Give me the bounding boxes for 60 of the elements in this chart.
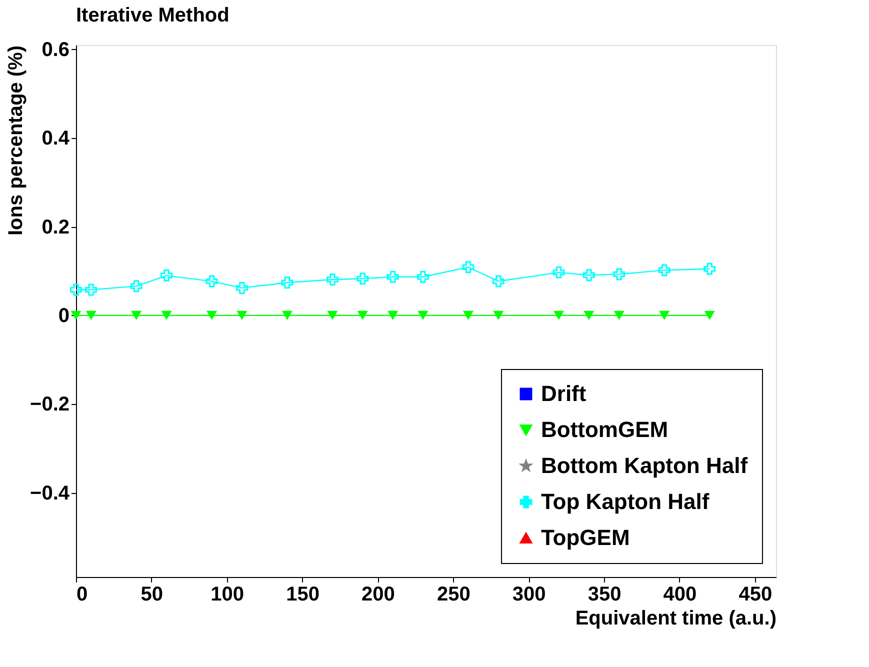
point [704, 310, 715, 320]
y-axis-title: Ions percentage (%) [5, 46, 28, 236]
x-tick-label: 200 [362, 584, 395, 606]
point [584, 310, 594, 320]
legend-label: Bottom Kapton Half [541, 453, 748, 478]
chart-title: Iterative Method [76, 4, 230, 26]
point [357, 310, 368, 320]
x-tick-label: 250 [436, 584, 470, 606]
point [704, 262, 716, 275]
point [614, 310, 624, 320]
point [386, 270, 399, 283]
x-tick-label: 50 [140, 584, 164, 606]
point [416, 270, 429, 283]
x-tick-label: 350 [588, 584, 622, 606]
point [206, 310, 218, 320]
x-tick-label: 150 [286, 584, 320, 606]
y-tick-label: −0.4 [30, 482, 70, 504]
point [492, 275, 504, 288]
point [236, 310, 248, 320]
point [131, 310, 142, 320]
point [418, 310, 428, 320]
y-tick-label: −0.2 [30, 394, 70, 416]
x-axis-title: Equivalent time (a.u.) [575, 608, 776, 630]
x-tick-label: 100 [210, 584, 244, 606]
point [160, 270, 173, 282]
point [85, 284, 98, 296]
point [86, 310, 96, 320]
y-tick-label: 0.4 [42, 128, 70, 150]
legend-label: TopGEM [541, 525, 630, 550]
legend-label: Drift [541, 381, 587, 406]
point [161, 310, 172, 320]
x-tick-label: 0 [76, 584, 88, 606]
y-tick-label: 0 [58, 304, 70, 327]
point [130, 280, 142, 292]
point [282, 310, 292, 320]
point [206, 275, 218, 288]
point [70, 310, 82, 320]
point [462, 310, 474, 320]
point [70, 284, 82, 296]
point [659, 310, 670, 320]
y-tick-label: 0.6 [42, 38, 70, 61]
point [326, 274, 338, 286]
point [613, 268, 626, 280]
point [356, 272, 369, 285]
legend-label: Top Kapton Half [541, 489, 710, 514]
x-tick-label: 400 [663, 584, 697, 606]
point [236, 282, 248, 294]
legend-label: BottomGEM [541, 417, 668, 442]
x-tick-label: 300 [512, 584, 546, 606]
point [554, 310, 564, 320]
y-tick-label: 0.2 [42, 216, 70, 238]
x-tick-label: 450 [738, 584, 772, 606]
point [582, 269, 595, 282]
point [493, 310, 504, 320]
point [462, 261, 474, 274]
point [388, 310, 398, 320]
point [658, 264, 670, 276]
point [327, 310, 338, 320]
point [281, 276, 294, 289]
point [552, 266, 565, 278]
